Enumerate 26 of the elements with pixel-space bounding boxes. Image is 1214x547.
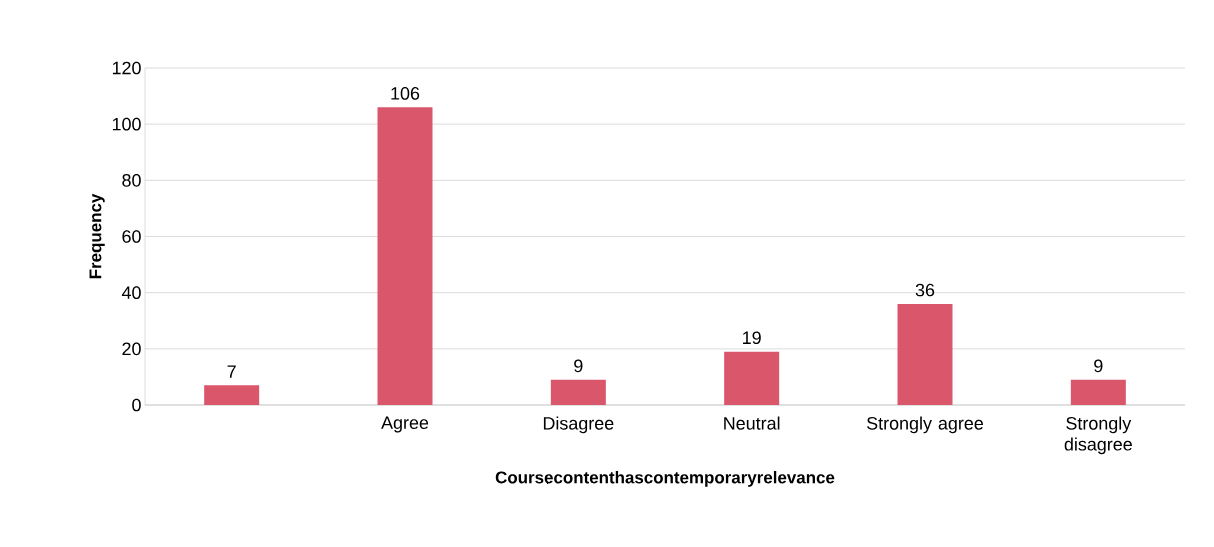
bar	[897, 303, 953, 405]
y-axis-title: Frequency	[89, 193, 105, 279]
x-axis-title: Coursecontenthascontemporaryrelevance	[495, 471, 835, 487]
y-tick-label: 120	[112, 61, 141, 75]
bar	[550, 379, 606, 405]
y-tick-label: 100	[112, 117, 141, 131]
data-label: 19	[743, 331, 761, 345]
x-tick-label: Disagree	[543, 416, 614, 434]
data-label: 9	[1094, 359, 1103, 373]
data-label: 106	[391, 87, 420, 100]
data-label: 36	[915, 283, 935, 297]
data-label: 9	[574, 359, 583, 373]
data-label: 7	[227, 365, 236, 378]
x-tick-label: Strongly disagree	[1064, 416, 1132, 455]
y-tick-label: 0	[132, 398, 141, 412]
bar	[204, 385, 260, 405]
x-tick-label: Neutral	[724, 416, 780, 430]
x-tick-label: Strongly agree	[867, 416, 983, 434]
y-tick-label: 40	[121, 286, 141, 300]
x-tick-label: Agree	[381, 416, 429, 433]
bar	[1070, 379, 1126, 405]
bar	[377, 107, 433, 405]
y-tick-label: 60	[122, 230, 141, 243]
y-tick-label: 80	[122, 173, 141, 187]
y-tick-label: 20	[122, 342, 141, 356]
bar	[724, 351, 780, 405]
